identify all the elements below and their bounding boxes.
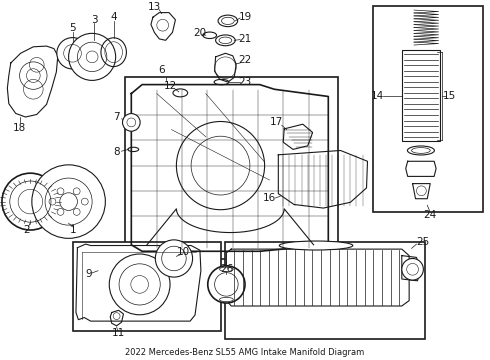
Text: 15: 15 xyxy=(443,91,457,102)
Text: 1: 1 xyxy=(70,225,77,235)
Text: 7: 7 xyxy=(113,112,120,122)
Bar xyxy=(125,77,338,259)
Ellipse shape xyxy=(408,146,435,155)
Text: 24: 24 xyxy=(423,210,437,220)
Circle shape xyxy=(32,165,105,238)
Text: 4: 4 xyxy=(110,12,117,22)
Text: 6: 6 xyxy=(158,65,165,75)
Text: 25: 25 xyxy=(416,237,429,247)
Text: 2022 Mercedes-Benz SL55 AMG Intake Manifold Diagram: 2022 Mercedes-Benz SL55 AMG Intake Manif… xyxy=(125,347,365,356)
Text: 19: 19 xyxy=(238,12,252,22)
Text: 14: 14 xyxy=(370,91,384,102)
Text: 21: 21 xyxy=(238,34,252,44)
Circle shape xyxy=(109,254,170,315)
Circle shape xyxy=(57,37,88,69)
Text: 12: 12 xyxy=(164,81,177,91)
Text: 17: 17 xyxy=(270,117,284,127)
Circle shape xyxy=(2,173,59,230)
Text: 2: 2 xyxy=(24,225,30,235)
Text: 13: 13 xyxy=(148,2,162,12)
Text: 26: 26 xyxy=(220,264,233,274)
Text: 11: 11 xyxy=(112,328,125,338)
Text: 5: 5 xyxy=(69,23,76,33)
Circle shape xyxy=(155,240,193,277)
Circle shape xyxy=(402,258,423,280)
Text: 9: 9 xyxy=(85,269,92,279)
Bar xyxy=(373,6,483,212)
Bar xyxy=(225,242,425,339)
Ellipse shape xyxy=(279,241,353,250)
Text: 3: 3 xyxy=(91,15,98,25)
Circle shape xyxy=(69,33,116,80)
Text: 16: 16 xyxy=(263,193,276,203)
Bar xyxy=(402,50,440,141)
Text: 22: 22 xyxy=(238,55,252,66)
Text: 23: 23 xyxy=(238,77,252,87)
Text: 20: 20 xyxy=(194,28,206,38)
Bar xyxy=(73,242,220,331)
Text: 8: 8 xyxy=(113,147,120,157)
Text: 10: 10 xyxy=(177,247,190,257)
Circle shape xyxy=(122,114,140,131)
Text: 18: 18 xyxy=(13,123,26,133)
Circle shape xyxy=(208,266,245,303)
